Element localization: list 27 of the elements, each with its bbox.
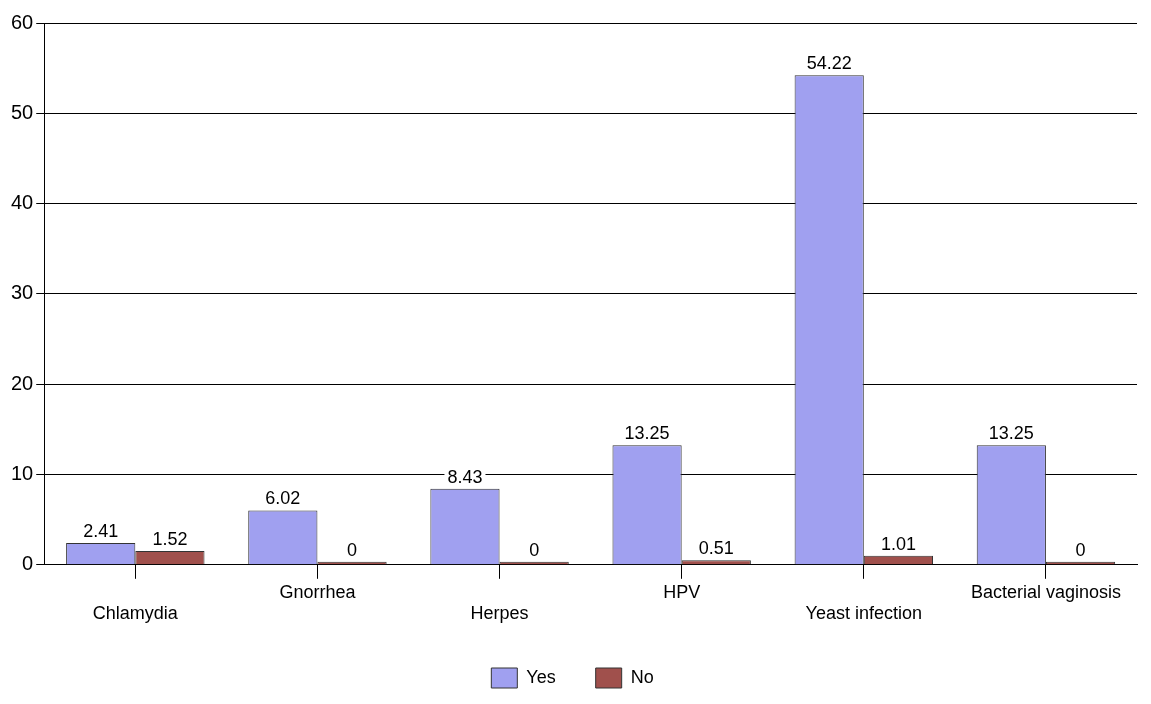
y-tick-label: 40: [11, 191, 34, 214]
y-tick-label: 20: [11, 371, 34, 394]
x-tick-label: Gnorrhea: [279, 581, 357, 602]
data-label: 8.43: [447, 466, 483, 487]
x-tick-label: HPV: [663, 581, 701, 602]
data-label: 1.52: [152, 529, 188, 550]
data-label: 13.25: [624, 423, 670, 444]
legend-label: Yes: [526, 666, 556, 687]
x-tick-label: Herpes: [470, 603, 529, 624]
data-label: 0.51: [698, 538, 734, 559]
data-label: 0: [529, 539, 540, 560]
data-label: 1.01: [880, 533, 916, 554]
x-tick-label: Yeast infection: [805, 603, 923, 624]
y-tick-label: 10: [11, 462, 34, 485]
data-label: 6.02: [265, 488, 301, 509]
y-tick-label: 50: [11, 100, 34, 123]
data-label: 0: [1075, 539, 1086, 560]
y-tick-label: 0: [22, 552, 34, 575]
data-label: 0: [347, 539, 358, 560]
legend-label: No: [630, 666, 654, 687]
y-tick-label: 30: [11, 281, 34, 304]
x-tick-label: Bacterial vaginosis: [970, 581, 1121, 602]
y-tick-label: 60: [11, 10, 34, 33]
data-label: 2.41: [83, 521, 119, 542]
data-label: 13.25: [988, 423, 1034, 444]
x-tick-label: Chlamydia: [92, 603, 179, 624]
data-label: 54.22: [806, 53, 852, 74]
